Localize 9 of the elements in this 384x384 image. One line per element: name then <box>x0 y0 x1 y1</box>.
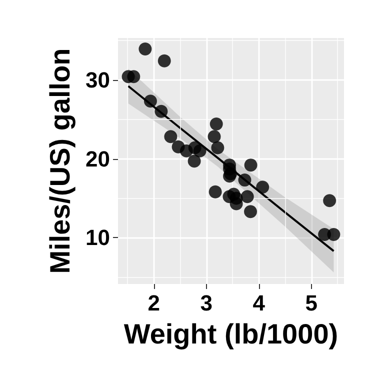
x-tick-label: 4 <box>252 290 266 316</box>
x-axis-title: Weight (lb/1000) <box>124 318 338 350</box>
y-tick-label: 10 <box>86 225 110 250</box>
x-tick-label: 3 <box>200 290 213 316</box>
y-tick-label: 20 <box>86 146 110 172</box>
x-tick-label: 2 <box>148 290 160 316</box>
x-tick-label: 5 <box>305 290 318 316</box>
y-axis-title: Miles/(US) gallon <box>44 48 76 274</box>
y-tick-label: 30 <box>86 67 110 92</box>
